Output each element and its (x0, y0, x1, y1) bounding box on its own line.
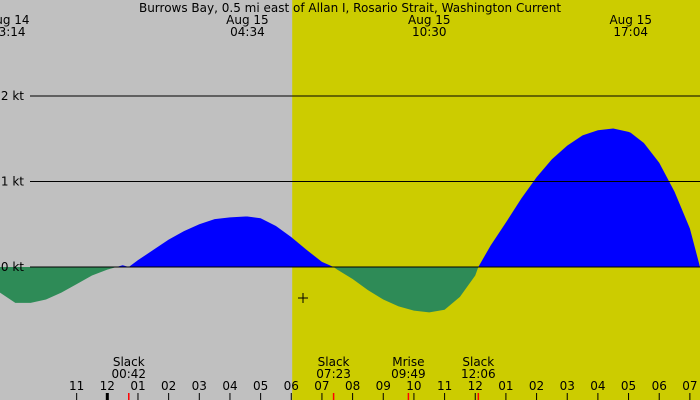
ebb-area-0 (0, 267, 117, 303)
event-time-label: 09:49 (391, 367, 426, 381)
hour-tick-label: 02 (529, 379, 544, 393)
event-time-label: 00:42 (111, 367, 146, 381)
event-name-label: Slack (113, 355, 145, 369)
crosshair-marker (298, 293, 308, 303)
event-name-label: Slack (462, 355, 494, 369)
hour-tick-label: 05 (253, 379, 268, 393)
y-tick-label: 0 kt (1, 260, 24, 274)
hour-tick-label: 12 (468, 379, 483, 393)
hour-tick-label: 02 (161, 379, 176, 393)
hour-tick-label: 11 (437, 379, 452, 393)
y-tick-label: 2 kt (1, 89, 24, 103)
hour-tick-label: 07 (682, 379, 697, 393)
hour-tick-label: 06 (652, 379, 667, 393)
hour-tick-label: 01 (130, 379, 145, 393)
top-time-label: 17:04 (613, 25, 648, 39)
hour-tick-label: 10 (406, 379, 421, 393)
flood-area-2 (128, 216, 334, 267)
hour-tick-label: 04 (590, 379, 605, 393)
chart-title: Burrows Bay, 0.5 mi east of Allan I, Ros… (139, 1, 561, 15)
top-date-label: Aug 14 (0, 13, 30, 27)
y-tick-label: 1 kt (1, 175, 24, 189)
top-time-label: 04:34 (230, 25, 265, 39)
event-name-label: Slack (318, 355, 350, 369)
top-date-label: Aug 15 (408, 13, 451, 27)
hour-tick-label: 11 (69, 379, 84, 393)
hour-tick-label: 08 (345, 379, 360, 393)
hour-tick-label: 12 (100, 379, 115, 393)
flood-area-4 (478, 128, 700, 267)
hour-tick-label: 04 (222, 379, 237, 393)
hour-tick-label: 01 (498, 379, 513, 393)
hour-tick-label: 06 (284, 379, 299, 393)
hour-tick-label: 07 (314, 379, 329, 393)
hour-tick-label: 09 (376, 379, 391, 393)
top-time-label: 23:14 (0, 25, 26, 39)
top-time-label: 10:30 (412, 25, 447, 39)
event-name-label: Mrise (392, 355, 424, 369)
top-date-label: Aug 15 (609, 13, 652, 27)
event-time-label: 07:23 (316, 367, 351, 381)
top-date-label: Aug 15 (226, 13, 269, 27)
hour-tick-label: 03 (192, 379, 207, 393)
ebb-area-3 (333, 267, 479, 313)
hour-tick-label: 03 (560, 379, 575, 393)
hour-tick-label: 05 (621, 379, 636, 393)
event-time-label: 12:06 (461, 367, 496, 381)
